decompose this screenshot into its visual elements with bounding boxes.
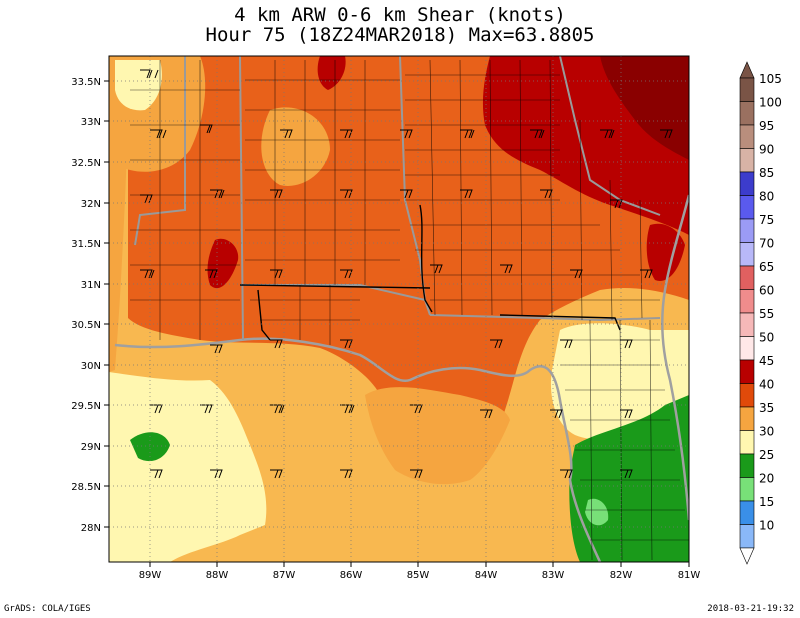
colorbar-swatch [739, 242, 755, 267]
footer-credit: GrADS: COLA/IGES [4, 604, 91, 614]
colorbar-swatch [739, 148, 755, 173]
coastline [114, 337, 602, 562]
lat-label: 30.5N [71, 320, 101, 331]
colorbar-swatch [739, 218, 755, 243]
colorbar-swatch [739, 265, 755, 290]
colorbar-swatch [739, 77, 755, 102]
region-gulf-sw [109, 372, 267, 562]
colorbar-swatch [739, 124, 755, 149]
colorbar: 105 100 95 90 85 80 75 70 65 60 55 50 45 40 35 30 25 20 15… [739, 61, 782, 565]
colorbar-swatch [739, 430, 755, 455]
lon-label: 83W [542, 570, 565, 581]
lat-label: 32.5N [71, 158, 101, 169]
map-frame [108, 55, 690, 563]
colorbar-label: 45 [759, 354, 774, 368]
colorbar-bottom-arrow [739, 547, 755, 565]
lat-label: 29.5N [71, 401, 101, 412]
colorbar-label: 25 [759, 448, 774, 462]
county-borders [130, 59, 689, 561]
lon-label: 87W [273, 570, 296, 581]
wind-barbs [140, 69, 673, 479]
colorbar-swatch [739, 477, 755, 502]
lat-label: 31.5N [71, 239, 101, 250]
state-lines-dark [239, 204, 621, 341]
lat-label: 33N [81, 117, 101, 128]
colorbar-label: 20 [759, 472, 774, 486]
colorbar-label: 60 [759, 284, 774, 298]
colorbar-swatch [739, 524, 755, 549]
colorbar-top-arrow [739, 61, 755, 79]
colorbar-swatch [739, 336, 755, 361]
lon-label: 86W [340, 570, 363, 581]
region-gulf-orange-lobe [365, 387, 510, 485]
lat-label: 31N [81, 280, 101, 291]
lon-labels: 89W 88W 87W 86W 85W 84W 83W 82W 81W [139, 570, 701, 581]
lon-label: 88W [206, 570, 229, 581]
lon-label: 89W [139, 570, 162, 581]
colorbar-label: 75 [759, 213, 774, 227]
lat-lon-grid [109, 56, 689, 562]
colorbar-label: 10 [759, 519, 774, 533]
lat-labels: 33.5N 33N 32.5N 32N 31.5N 31N 30.5N 30N … [71, 77, 101, 534]
colorbar-swatch [739, 406, 755, 431]
colorbar-swatch [739, 101, 755, 126]
lat-label: 28.5N [71, 482, 101, 493]
lat-label: 29N [81, 442, 101, 453]
lat-label: 30N [81, 361, 101, 372]
colorbar-label: 95 [759, 119, 774, 133]
chart-title-line1: 4 km ARW 0-6 km Shear (knots) [234, 4, 566, 26]
region-east-red [646, 223, 685, 281]
colorbar-swatch [739, 453, 755, 478]
colorbar-label: 40 [759, 378, 774, 392]
colorbar-label: 85 [759, 166, 774, 180]
colorbar-label: 15 [759, 495, 774, 509]
fl-east-coast [661, 194, 689, 521]
footer-timestamp: 2018-03-21-19:32 [707, 604, 794, 614]
region-fl-yellow [550, 323, 689, 441]
region-north-red-streak [317, 56, 346, 90]
colorbar-label: 55 [759, 307, 774, 321]
colorbar-label: 65 [759, 260, 774, 274]
lat-label: 32N [81, 199, 101, 210]
colorbar-swatch [739, 359, 755, 384]
lat-label: 28N [81, 523, 101, 534]
colorbar-label: 50 [759, 331, 774, 345]
chart-title-line2: Hour 75 (18Z24MAR2018) Max=63.8805 [205, 24, 595, 46]
lat-label: 33.5N [71, 77, 101, 88]
lon-label: 85W [407, 570, 430, 581]
colorbar-swatch [739, 500, 755, 525]
colorbar-swatch [739, 383, 755, 408]
colorbar-swatch [739, 312, 755, 337]
shear-field [109, 56, 689, 562]
colorbar-label: 70 [759, 237, 774, 251]
region-top-patch-2 [261, 107, 330, 186]
colorbar-label: 35 [759, 401, 774, 415]
colorbar-swatch [739, 171, 755, 196]
colorbar-label: 105 [759, 72, 782, 86]
colorbar-label: 80 [759, 190, 774, 204]
region-delta-green [130, 432, 170, 462]
colorbar-label: 90 [759, 143, 774, 157]
colorbar-label: 30 [759, 425, 774, 439]
lon-label: 82W [610, 570, 633, 581]
colorbar-label: 100 [759, 96, 782, 110]
region-fl-green-pale [585, 498, 609, 526]
colorbar-swatch [739, 195, 755, 220]
lon-label: 84W [475, 570, 498, 581]
colorbar-swatch [739, 289, 755, 314]
axis-ticks [104, 80, 690, 567]
lon-label: 81W [678, 570, 701, 581]
